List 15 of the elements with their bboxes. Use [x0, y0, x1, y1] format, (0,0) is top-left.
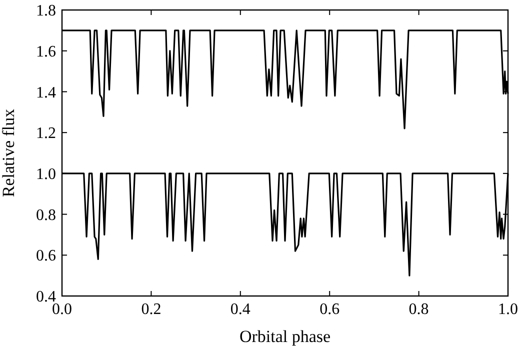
y-tick-label: 1.8 — [36, 2, 56, 20]
y-tick-label: 1.4 — [36, 84, 56, 102]
y-tick-label: 1.2 — [36, 125, 56, 142]
y-tick-label: 1.6 — [36, 43, 56, 60]
x-tick-label: 0.2 — [141, 301, 162, 318]
x-tick-label: 0.0 — [52, 301, 72, 318]
x-tick-label: 0.4 — [230, 301, 250, 318]
x-tick-label: 1.0 — [498, 301, 518, 318]
y-tick-label: 1.0 — [36, 166, 56, 184]
x-tick-label: 0.8 — [408, 301, 429, 318]
y-tick-label: 0.6 — [36, 248, 56, 265]
y-axis-title: Relative flux — [0, 108, 18, 198]
x-axis-title: Orbital phase — [239, 327, 331, 346]
y-tick-label: 0.8 — [36, 206, 56, 224]
x-tick-label: 0.6 — [320, 301, 340, 318]
